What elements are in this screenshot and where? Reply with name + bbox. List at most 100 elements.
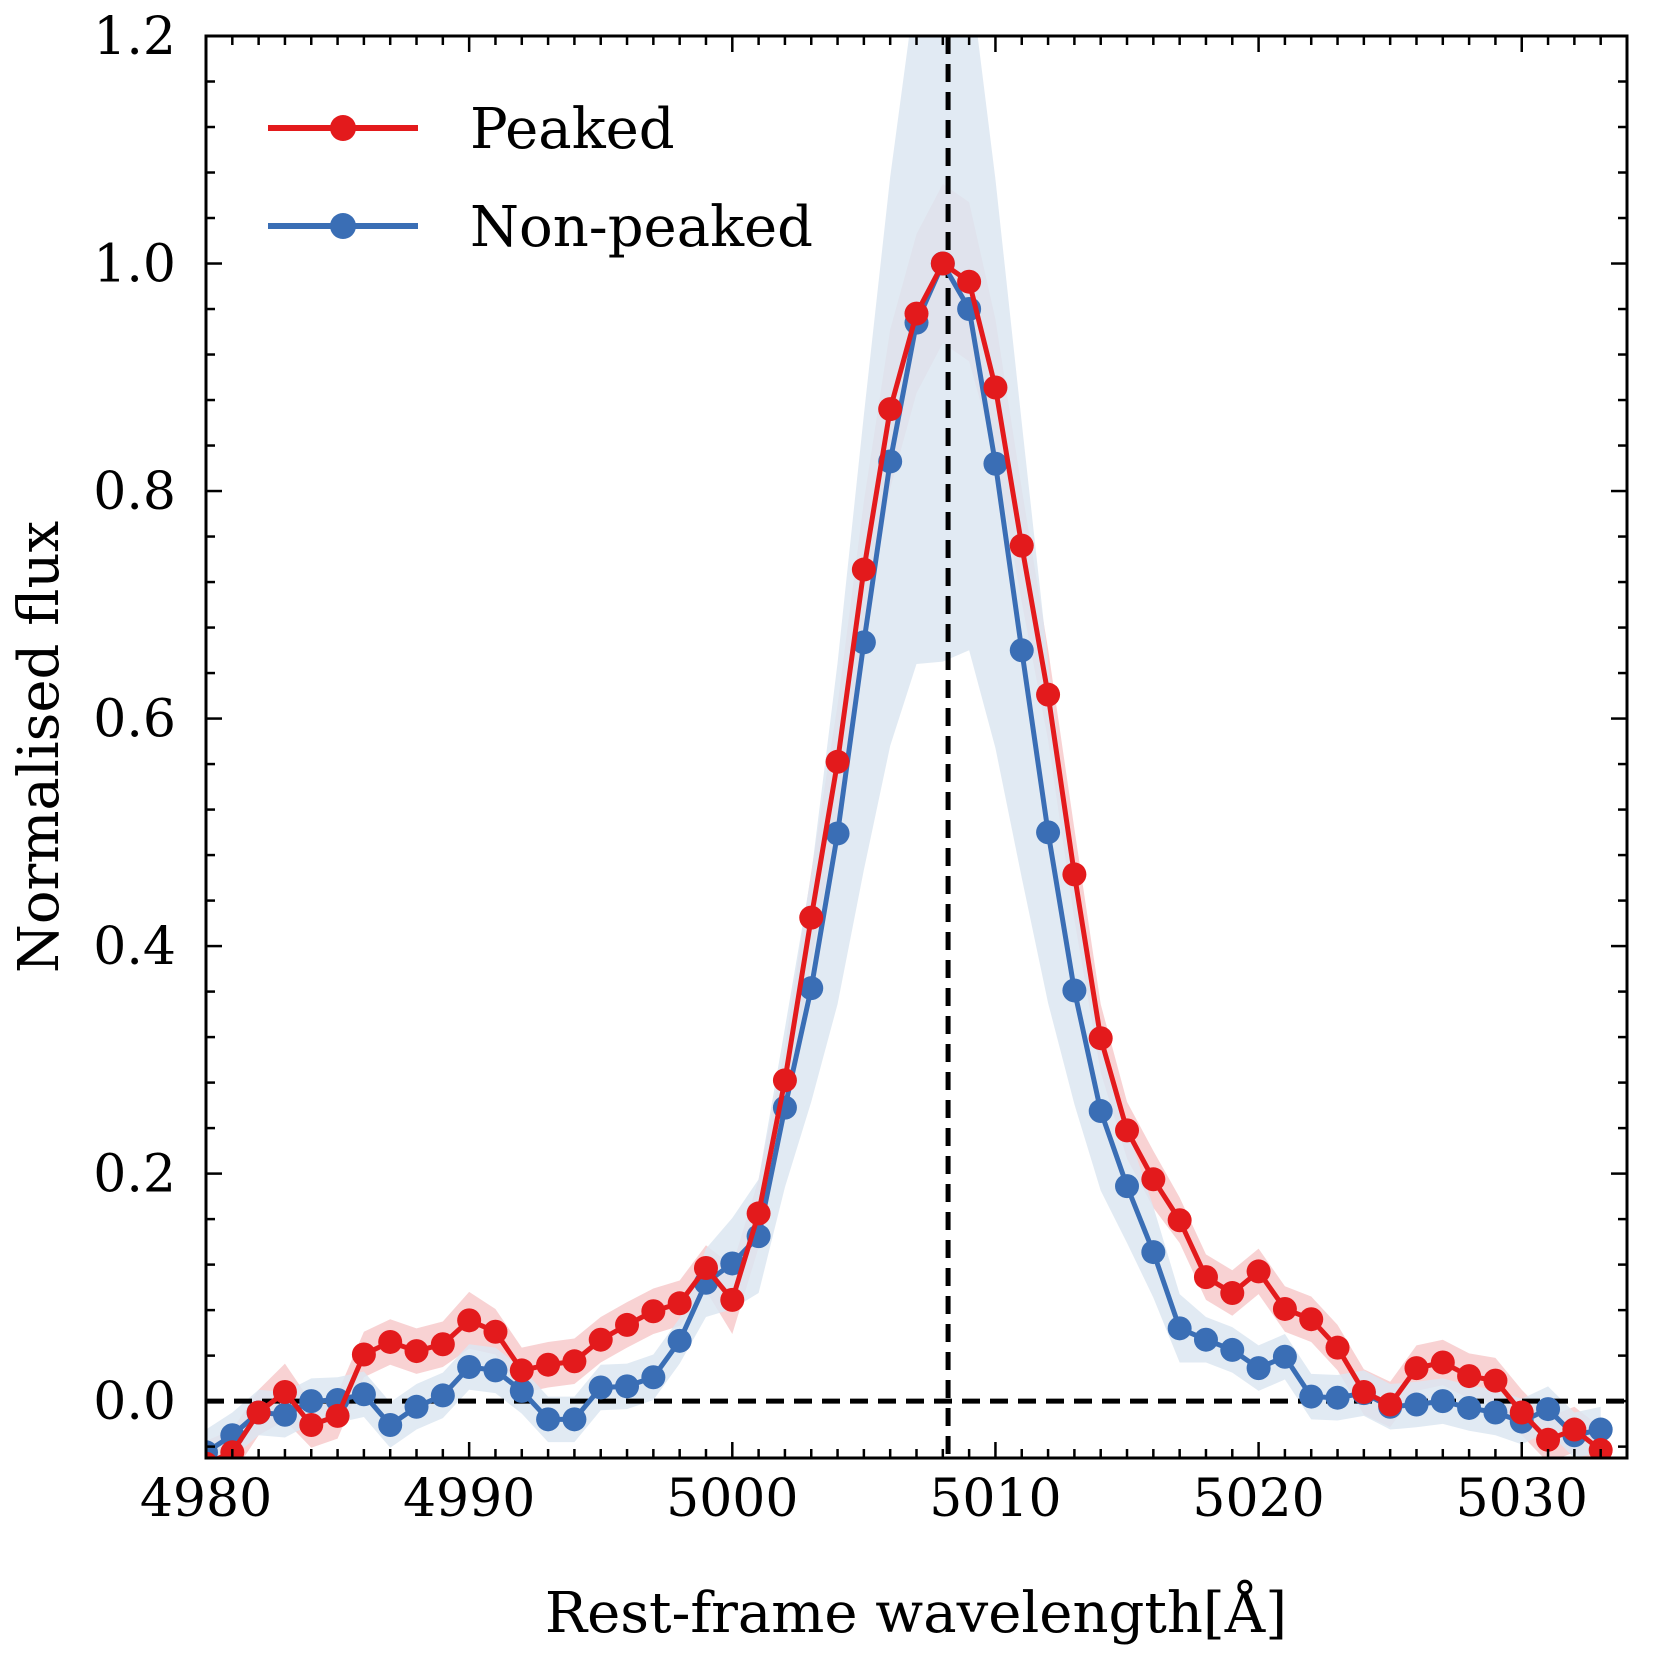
data-point-non-peaked bbox=[641, 1365, 666, 1390]
data-point-non-peaked bbox=[615, 1374, 640, 1399]
x-tick-label: 5000 bbox=[666, 1469, 798, 1529]
data-point-non-peaked bbox=[483, 1358, 508, 1383]
data-point-peaked bbox=[1351, 1380, 1376, 1405]
data-point-peaked bbox=[483, 1319, 508, 1344]
data-point-peaked bbox=[1272, 1296, 1297, 1321]
legend-label-peaked: Peaked bbox=[470, 97, 675, 162]
data-point-peaked bbox=[1483, 1368, 1508, 1393]
data-point-non-peaked bbox=[1036, 820, 1061, 845]
data-point-peaked bbox=[1220, 1281, 1245, 1306]
legend: Peaked Non-peaked bbox=[268, 97, 813, 260]
data-point-peaked bbox=[1325, 1335, 1350, 1360]
y-tick-label: 0.8 bbox=[93, 462, 176, 522]
legend-label-non-peaked: Non-peaked bbox=[470, 195, 813, 260]
y-tick-label: 1.0 bbox=[93, 235, 176, 295]
data-point-peaked bbox=[825, 749, 850, 774]
data-point-non-peaked bbox=[799, 976, 824, 1001]
y-axis-label: Normalised flux bbox=[7, 521, 72, 973]
data-point-non-peaked bbox=[509, 1378, 534, 1403]
data-point-non-peaked bbox=[1115, 1174, 1140, 1199]
data-point-non-peaked bbox=[1457, 1395, 1482, 1420]
data-point-peaked bbox=[1167, 1208, 1192, 1233]
data-point-non-peaked bbox=[1272, 1344, 1297, 1369]
data-point-non-peaked bbox=[1430, 1389, 1455, 1414]
y-tick-label: 0.2 bbox=[93, 1145, 176, 1205]
data-point-peaked bbox=[299, 1413, 324, 1438]
data-point-peaked bbox=[1404, 1356, 1429, 1381]
data-point-non-peaked bbox=[1404, 1392, 1429, 1417]
x-tick-label: 4990 bbox=[403, 1469, 535, 1529]
data-series bbox=[206, 251, 1613, 1458]
data-point-non-peaked bbox=[457, 1354, 482, 1379]
data-point-peaked bbox=[1141, 1167, 1166, 1192]
x-tick-label: 5010 bbox=[929, 1469, 1061, 1529]
data-point-non-peaked bbox=[430, 1383, 455, 1408]
data-point-peaked bbox=[693, 1256, 718, 1281]
data-point-peaked bbox=[1299, 1307, 1324, 1332]
data-point-peaked bbox=[457, 1308, 482, 1333]
data-point-non-peaked bbox=[1062, 978, 1087, 1003]
data-point-peaked bbox=[1430, 1350, 1455, 1375]
data-point-peaked bbox=[509, 1358, 534, 1383]
data-point-non-peaked bbox=[667, 1328, 692, 1353]
data-point-peaked bbox=[1588, 1438, 1613, 1458]
data-point-non-peaked bbox=[1220, 1337, 1245, 1362]
x-tick-label: 5020 bbox=[1192, 1469, 1324, 1529]
x-tick-label: 4980 bbox=[140, 1469, 272, 1529]
data-point-peaked bbox=[746, 1201, 771, 1226]
data-point-peaked bbox=[1457, 1364, 1482, 1389]
data-point-peaked bbox=[904, 301, 929, 326]
data-point-non-peaked bbox=[1009, 638, 1034, 663]
data-point-peaked bbox=[1193, 1265, 1218, 1290]
data-point-peaked bbox=[536, 1352, 561, 1377]
data-point-peaked bbox=[641, 1299, 666, 1324]
data-point-peaked bbox=[1378, 1392, 1403, 1417]
data-point-peaked bbox=[272, 1380, 297, 1405]
legend-marker-non-peaked bbox=[330, 213, 356, 239]
data-point-peaked bbox=[878, 397, 903, 422]
data-point-peaked bbox=[615, 1312, 640, 1337]
data-point-peaked bbox=[206, 1451, 217, 1458]
data-point-non-peaked bbox=[983, 451, 1008, 476]
data-point-non-peaked bbox=[1483, 1400, 1508, 1425]
data-point-non-peaked bbox=[1167, 1316, 1192, 1341]
data-point-peaked bbox=[430, 1332, 455, 1357]
data-point-peaked bbox=[957, 269, 982, 294]
data-point-non-peaked bbox=[562, 1407, 587, 1432]
data-point-peaked bbox=[930, 251, 955, 276]
band-non-peaked bbox=[206, 36, 1601, 1458]
x-axis-label: Rest-frame wavelength[Å] bbox=[545, 1579, 1287, 1646]
data-point-peaked bbox=[404, 1339, 429, 1364]
data-point-non-peaked bbox=[1246, 1356, 1271, 1381]
data-point-peaked bbox=[246, 1400, 271, 1425]
data-point-peaked bbox=[1088, 1026, 1113, 1051]
data-point-peaked bbox=[1009, 533, 1034, 558]
data-point-peaked bbox=[325, 1403, 350, 1428]
data-point-non-peaked bbox=[825, 821, 850, 846]
data-point-non-peaked bbox=[1088, 1099, 1113, 1124]
data-point-non-peaked bbox=[1299, 1384, 1324, 1409]
data-point-peaked bbox=[351, 1342, 376, 1367]
data-point-peaked bbox=[983, 375, 1008, 400]
data-point-peaked bbox=[1246, 1259, 1271, 1284]
data-point-peaked bbox=[1036, 682, 1061, 707]
confidence-bands bbox=[206, 36, 1601, 1458]
legend-marker-peaked bbox=[330, 115, 356, 141]
data-point-non-peaked bbox=[536, 1407, 561, 1432]
data-point-non-peaked bbox=[1536, 1397, 1561, 1422]
data-point-peaked bbox=[667, 1291, 692, 1316]
y-tick-label: 0.4 bbox=[93, 917, 176, 977]
data-point-non-peaked bbox=[272, 1402, 297, 1427]
data-point-peaked bbox=[772, 1068, 797, 1093]
y-tick-label: 0.0 bbox=[93, 1372, 176, 1432]
data-point-non-peaked bbox=[1588, 1417, 1613, 1442]
data-point-non-peaked bbox=[378, 1413, 403, 1438]
data-point-peaked bbox=[1115, 1118, 1140, 1143]
axis-ticks bbox=[204, 34, 1629, 1458]
data-point-peaked bbox=[720, 1287, 745, 1312]
data-point-peaked bbox=[1062, 862, 1087, 887]
data-point-peaked bbox=[1509, 1400, 1534, 1425]
data-point-non-peaked bbox=[851, 630, 876, 655]
data-point-non-peaked bbox=[1325, 1385, 1350, 1410]
